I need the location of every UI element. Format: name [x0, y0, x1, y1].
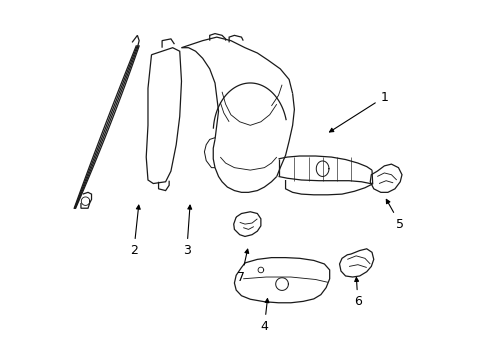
Text: 7: 7	[238, 249, 249, 284]
Text: 5: 5	[386, 199, 404, 231]
Text: 1: 1	[330, 91, 388, 132]
Text: 3: 3	[183, 205, 192, 257]
Text: 6: 6	[354, 278, 362, 308]
Text: 4: 4	[261, 299, 269, 333]
Text: 2: 2	[130, 205, 140, 257]
